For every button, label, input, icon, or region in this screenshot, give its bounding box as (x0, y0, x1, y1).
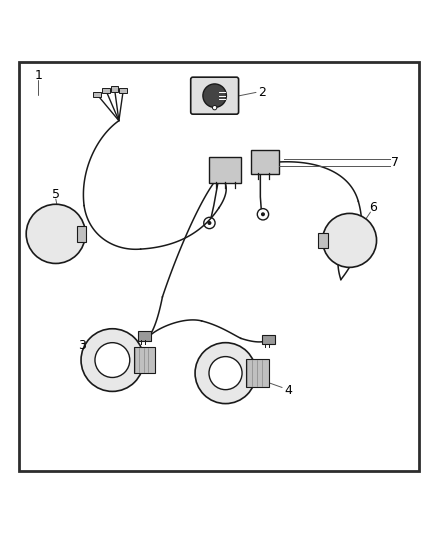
Text: 6: 6 (370, 201, 378, 214)
Bar (111, 86, 118, 92)
Text: 5: 5 (52, 188, 60, 201)
Bar (134, 347, 155, 373)
Text: 7: 7 (391, 156, 399, 168)
Text: 2: 2 (258, 86, 266, 99)
Text: 4: 4 (285, 384, 293, 397)
Circle shape (95, 343, 130, 377)
FancyBboxPatch shape (138, 332, 151, 341)
Circle shape (26, 204, 85, 263)
Circle shape (209, 357, 242, 390)
Circle shape (81, 329, 144, 391)
FancyBboxPatch shape (191, 77, 239, 114)
Bar (102, 87, 110, 93)
FancyBboxPatch shape (262, 335, 275, 344)
Bar (77, 226, 86, 241)
Bar (93, 92, 101, 97)
Bar (247, 359, 269, 387)
Text: 1: 1 (35, 69, 42, 83)
Circle shape (322, 213, 377, 268)
FancyBboxPatch shape (251, 150, 279, 174)
Text: 3: 3 (78, 339, 86, 352)
Bar (119, 87, 127, 93)
Circle shape (208, 222, 211, 224)
Bar (318, 232, 328, 248)
Circle shape (195, 343, 256, 403)
Circle shape (261, 213, 264, 215)
Circle shape (212, 106, 217, 110)
Circle shape (203, 84, 226, 108)
FancyBboxPatch shape (209, 157, 241, 182)
